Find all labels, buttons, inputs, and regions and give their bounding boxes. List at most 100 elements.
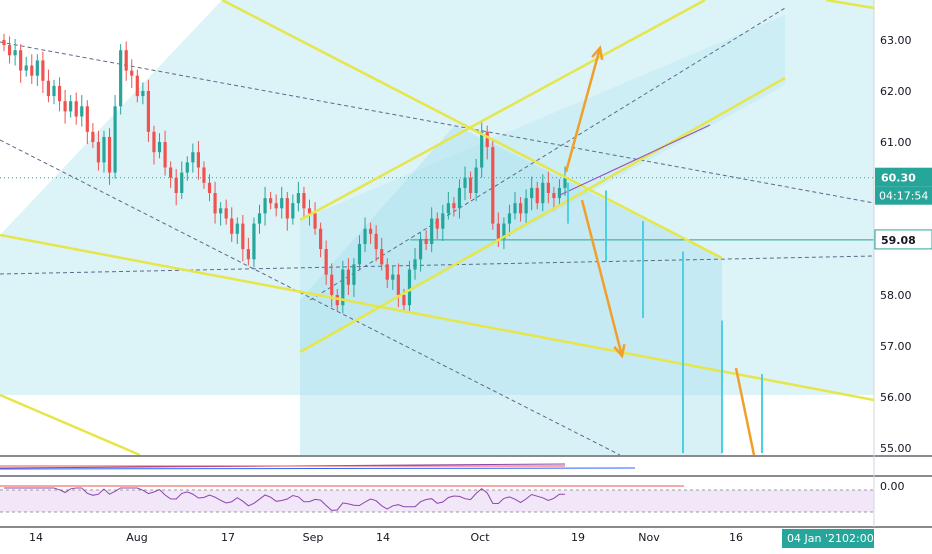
candle-body bbox=[263, 198, 267, 214]
candle-body bbox=[502, 223, 506, 239]
oscillator-zero-label: 0.00 bbox=[880, 480, 905, 493]
candle-body bbox=[152, 131, 156, 153]
candle bbox=[169, 161, 173, 188]
candle bbox=[374, 225, 378, 262]
candle-body bbox=[235, 223, 239, 234]
candle-body bbox=[285, 198, 289, 219]
countdown-badge bbox=[875, 186, 932, 205]
candle bbox=[69, 95, 73, 118]
candle-body bbox=[224, 208, 228, 219]
candle-body bbox=[507, 213, 512, 224]
candle bbox=[435, 212, 439, 239]
time-axis: 14 Aug 17 Sep 14 Oct 19 Nov 16 04 Jan '21 02:00 bbox=[29, 529, 874, 548]
candle bbox=[52, 79, 56, 105]
candle bbox=[552, 186, 556, 211]
candle bbox=[530, 176, 534, 211]
candle bbox=[163, 130, 167, 176]
candle-body bbox=[541, 182, 545, 204]
price-badge-level-label: 59.08 bbox=[881, 234, 916, 247]
y-tick-label: 56.00 bbox=[880, 391, 912, 404]
candle-body bbox=[513, 203, 517, 214]
arrow-down bbox=[580, 199, 626, 359]
candle bbox=[368, 222, 373, 244]
candle bbox=[357, 235, 362, 271]
candle bbox=[107, 128, 112, 185]
candle bbox=[113, 95, 117, 179]
candle-body bbox=[246, 249, 250, 260]
candle-body bbox=[557, 187, 562, 199]
countdown-badge-label: 04:17:54 bbox=[879, 190, 928, 203]
candle bbox=[391, 265, 395, 290]
dashed-trend-rising bbox=[309, 7, 786, 301]
candle-body bbox=[157, 142, 162, 153]
x-tick-label: 14 bbox=[29, 531, 43, 544]
candle-body bbox=[202, 167, 206, 183]
candle bbox=[302, 186, 306, 219]
candle-body bbox=[457, 187, 462, 209]
candle bbox=[346, 258, 350, 295]
candle-body bbox=[196, 152, 201, 168]
candle-body bbox=[57, 85, 62, 102]
candle-body bbox=[307, 208, 312, 214]
channel-line-ascending-upper bbox=[299, 0, 706, 222]
candle bbox=[85, 100, 89, 145]
candle-body bbox=[41, 60, 45, 81]
candle-body bbox=[130, 70, 134, 76]
y-tick-label: 63.00 bbox=[880, 34, 912, 47]
candle-body bbox=[346, 269, 350, 285]
candle bbox=[157, 133, 162, 159]
candle-body bbox=[35, 60, 39, 76]
candle-body bbox=[80, 106, 84, 117]
candle-body bbox=[335, 295, 339, 306]
x-tick-label: 17 bbox=[221, 531, 235, 544]
candle-body bbox=[452, 203, 456, 209]
candle bbox=[307, 199, 312, 226]
channel-line-descending-lower bbox=[0, 233, 874, 402]
candle bbox=[296, 181, 300, 212]
candle bbox=[363, 217, 367, 253]
signal-line bbox=[0, 467, 636, 470]
candle-body bbox=[213, 193, 217, 214]
candle-body bbox=[468, 177, 473, 193]
candle-body bbox=[330, 274, 334, 295]
candle bbox=[380, 237, 384, 271]
candle bbox=[135, 69, 139, 103]
candle bbox=[235, 217, 239, 244]
candle-body bbox=[207, 182, 212, 193]
candle-body bbox=[252, 223, 256, 260]
candle-body bbox=[69, 101, 73, 112]
candle-body bbox=[13, 50, 17, 56]
price-axis: 63.00 62.00 61.00 58.00 57.00 56.00 55.00 0.00 bbox=[880, 34, 912, 493]
candle bbox=[341, 260, 345, 314]
oscillator-pane bbox=[0, 457, 874, 513]
candle-body bbox=[302, 193, 306, 209]
candle bbox=[313, 202, 317, 235]
candle bbox=[513, 191, 517, 220]
candle-body bbox=[407, 269, 412, 306]
candle bbox=[324, 240, 328, 285]
candle bbox=[191, 143, 195, 173]
candle bbox=[535, 181, 539, 210]
candle bbox=[35, 54, 39, 86]
candle-body bbox=[19, 50, 23, 71]
candle-body bbox=[102, 136, 106, 163]
drawings-layer bbox=[0, 0, 874, 455]
candle-body bbox=[241, 223, 245, 250]
candle bbox=[352, 258, 356, 298]
dashed-trend-middle bbox=[0, 255, 874, 275]
candle-body bbox=[269, 198, 273, 204]
x-tick-label: 19 bbox=[571, 531, 585, 544]
candle-body bbox=[535, 187, 539, 204]
candle bbox=[480, 120, 484, 178]
y-tick-label: 57.00 bbox=[880, 340, 912, 353]
candle-body bbox=[446, 203, 450, 214]
candle-body bbox=[30, 65, 34, 76]
candle-body bbox=[91, 131, 95, 142]
candle-body bbox=[552, 193, 556, 199]
candle bbox=[219, 202, 223, 226]
arrow-up-shaft bbox=[564, 47, 602, 173]
candle-body bbox=[2, 40, 6, 46]
y-tick-label: 55.00 bbox=[880, 442, 912, 455]
arrow-lower-shaft bbox=[734, 367, 756, 455]
candle bbox=[269, 191, 273, 210]
